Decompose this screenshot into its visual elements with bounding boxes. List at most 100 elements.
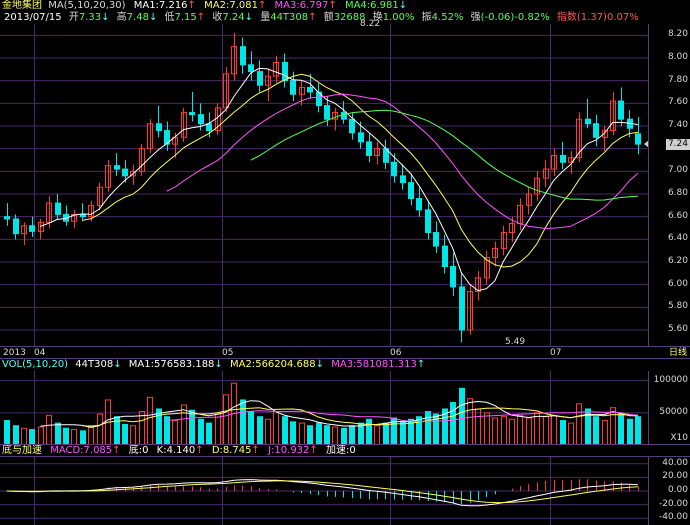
date-tick-06: 06 bbox=[390, 348, 402, 358]
price-axis-tick: 6.00 bbox=[667, 278, 688, 289]
volume-axis-tick: 100000 bbox=[653, 374, 688, 385]
volume-arrow: ↓ bbox=[113, 359, 122, 370]
macd-value: MACD:7.085 bbox=[50, 445, 113, 456]
vol-ma3: MA3:581081.313 bbox=[331, 359, 417, 370]
indicator-title[interactable]: 底与加速 bbox=[2, 445, 42, 456]
price-axis-tick: 5.80 bbox=[667, 301, 688, 312]
open-value: 7.33 bbox=[78, 12, 102, 23]
volume-header: VOL(5,10,20) 44T308↓ MA1:576583.188↓ MA2… bbox=[0, 359, 690, 371]
axis-separator bbox=[648, 371, 649, 445]
indicator-axis-tick: -40.00 bbox=[658, 512, 688, 523]
turnover-label: 换 bbox=[372, 12, 383, 23]
j-value: J:10.932 bbox=[268, 445, 310, 456]
indicator-plot[interactable] bbox=[0, 457, 648, 525]
low-arrow: ↑ bbox=[196, 12, 206, 23]
date-tick-05: 05 bbox=[222, 348, 234, 358]
high-label: 高 bbox=[116, 12, 127, 23]
volume-plot[interactable] bbox=[0, 371, 648, 445]
price-axis-tick: 7.00 bbox=[667, 165, 688, 176]
vol-ma3-arrow: ↑ bbox=[416, 359, 426, 370]
chart-title-bar: 金地集团 MA(5,10,20,30) MA1:7.216↑ MA2:7.081… bbox=[0, 0, 690, 12]
price-axis-tick: 6.80 bbox=[667, 188, 688, 198]
strength-value: (-0.06)-0.82% bbox=[480, 12, 550, 23]
price-plot[interactable] bbox=[0, 24, 648, 347]
d-arrow: ↑ bbox=[251, 445, 260, 456]
price-axis-tick: 6.20 bbox=[667, 256, 688, 266]
date-tick-07: 07 bbox=[550, 348, 562, 358]
ma2-value: MA2:7.081 bbox=[204, 0, 258, 11]
close-value: 7.24 bbox=[222, 12, 245, 23]
quote-bar: 2013/07/15 开7.33↓ 高7.48↓ 低7.15↑ 收7.24↓ 量… bbox=[0, 12, 690, 24]
date-tick-04: 04 bbox=[34, 348, 46, 358]
low-label: 低 bbox=[164, 12, 175, 23]
amplitude-value: 4.52% bbox=[431, 12, 464, 23]
high-value: 7.48 bbox=[126, 12, 149, 23]
close-label: 收 bbox=[212, 12, 223, 23]
date-axis: 2013 04 05 06 07 日线 bbox=[0, 347, 690, 359]
price-axis-tick: 8.20 bbox=[667, 29, 688, 40]
panel-separator bbox=[0, 456, 690, 457]
ma3-arrow: ↑ bbox=[328, 0, 337, 11]
vol-arrow: ↑ bbox=[308, 12, 317, 23]
indicator-axis-tick: -20.00 bbox=[658, 498, 688, 509]
price-axis-tick: 6.60 bbox=[667, 210, 688, 221]
volume-chart-panel[interactable]: 100000 50000 X10 bbox=[0, 371, 690, 445]
axis-separator bbox=[648, 457, 649, 525]
ma-params-label: MA(5,10,20,30) bbox=[48, 0, 126, 11]
price-axis-tick: 5.60 bbox=[667, 324, 688, 334]
price-axis: 8.208.007.807.607.407.207.006.806.606.40… bbox=[648, 24, 690, 347]
panel-separator bbox=[0, 444, 690, 445]
ma1-arrow: ↑ bbox=[187, 0, 196, 11]
volume-axis-tick: 50000 bbox=[659, 406, 688, 417]
indicator-header: 底与加速 MACD:7.085↑ 底:0 K:4.140↑ D:8.745↑ J… bbox=[0, 445, 690, 457]
indicator-chart-panel[interactable]: 40.00 20.00 0.00 -20.00 -40.00 bbox=[0, 457, 690, 525]
open-label: 开 bbox=[68, 12, 79, 23]
strength-label: 强 bbox=[470, 12, 481, 23]
indicator-axis-tick: 0.00 bbox=[667, 485, 688, 495]
ma4-value: MA4:6.981 bbox=[344, 0, 399, 11]
price-axis-tick: 7.40 bbox=[667, 120, 688, 130]
k-arrow: ↑ bbox=[195, 445, 204, 456]
amplitude-label: 振 bbox=[421, 12, 432, 23]
vol-ma1: MA1:576583.188 bbox=[128, 359, 215, 370]
macd-arrow: ↑ bbox=[112, 445, 121, 456]
indicator-axis-tick: 40.00 bbox=[662, 457, 688, 468]
stock-name[interactable]: 金地集团 bbox=[2, 0, 42, 11]
period-label[interactable]: 日线 bbox=[668, 348, 687, 358]
indicator-axis: 40.00 20.00 0.00 -20.00 -40.00 bbox=[648, 457, 690, 525]
indicator-axis-tick: 20.00 bbox=[662, 471, 688, 482]
k-value: K:4.140 bbox=[156, 445, 196, 456]
volume-title[interactable]: VOL(5,10,20) bbox=[2, 359, 69, 370]
panel-separator bbox=[0, 358, 690, 359]
low-value: 7.15 bbox=[174, 12, 197, 23]
volume-value: 44T308 bbox=[75, 359, 114, 370]
current-price-arrow bbox=[644, 140, 649, 149]
vol-ma2-arrow: ↓ bbox=[315, 359, 325, 370]
amount-value: 32688 bbox=[333, 12, 366, 23]
axis-separator bbox=[648, 24, 649, 347]
index-label: 指数 bbox=[556, 12, 577, 23]
vol-label: 量 bbox=[260, 12, 271, 23]
turnover-value: 1.00% bbox=[382, 12, 415, 23]
quote-date: 2013/07/15 bbox=[4, 12, 62, 23]
vol-ma1-arrow: ↓ bbox=[214, 359, 223, 370]
low-annotation: 5.49 bbox=[505, 337, 526, 348]
price-axis-tick: 8.00 bbox=[667, 52, 688, 62]
vol-value: 44T308 bbox=[270, 12, 309, 23]
ma4-arrow: ↓ bbox=[398, 0, 408, 11]
price-axis-tick: 7.60 bbox=[667, 97, 688, 108]
price-chart-panel[interactable]: 8.208.007.807.607.407.207.006.806.606.40… bbox=[0, 19, 690, 348]
current-price-tag: 7.24 bbox=[665, 139, 690, 151]
j-arrow: ↑ bbox=[309, 445, 318, 456]
price-axis-tick: 6.40 bbox=[667, 233, 688, 244]
d-value: D:8.745 bbox=[211, 445, 252, 456]
date-year: 2013 bbox=[3, 348, 26, 358]
accel-value: 加速:0 bbox=[325, 445, 356, 456]
close-arrow: ↓ bbox=[244, 12, 254, 23]
vol-ma2: MA2:566204.688 bbox=[230, 359, 316, 370]
panel-separator bbox=[0, 346, 690, 347]
index-value: (1.37)0.07% bbox=[576, 12, 639, 23]
ma1-value: MA1:7.216 bbox=[133, 0, 188, 11]
price-axis-tick: 7.80 bbox=[667, 74, 688, 85]
